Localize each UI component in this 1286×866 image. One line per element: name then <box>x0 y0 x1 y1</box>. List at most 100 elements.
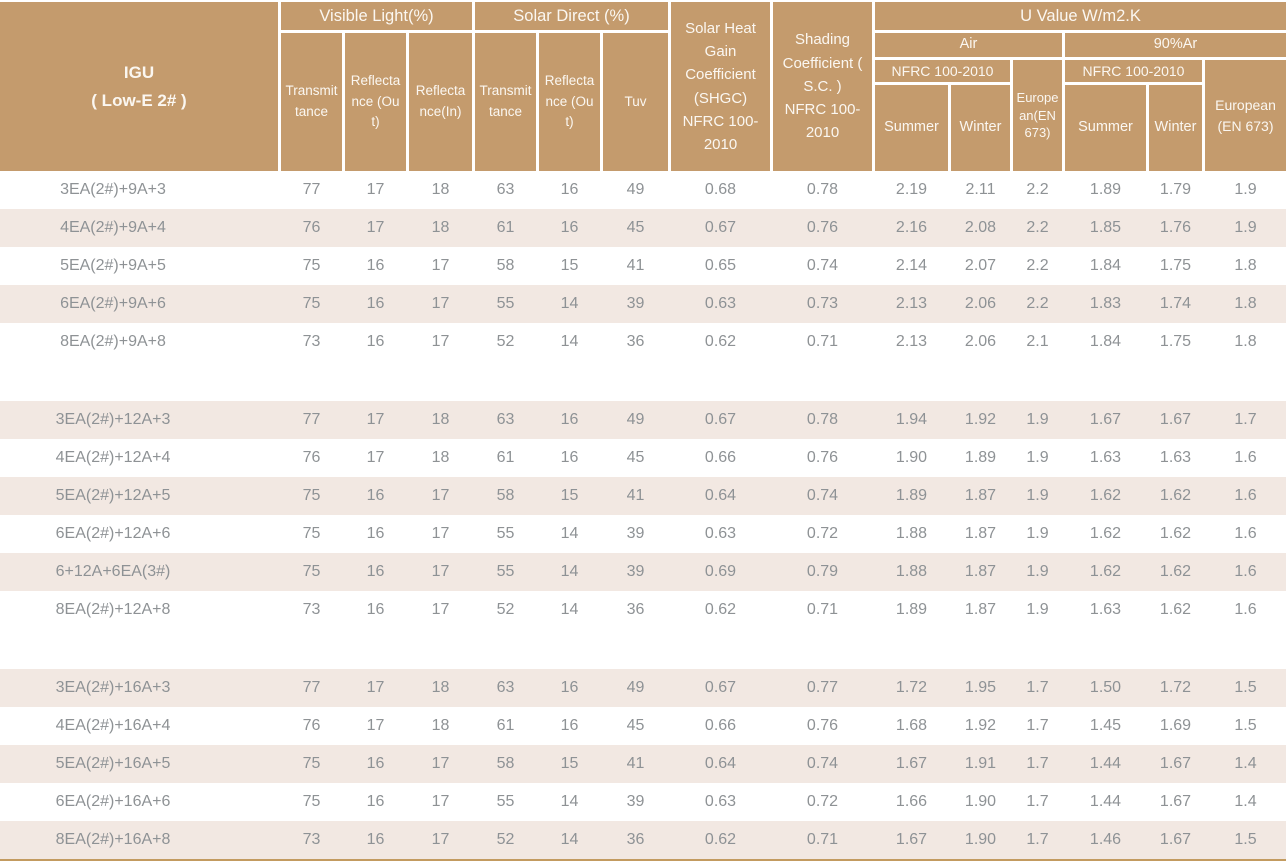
air-winter-cell: 1.91 <box>964 755 997 772</box>
shading-coefficient-cell: 0.76 <box>806 449 839 466</box>
tuv-cell: 36 <box>626 333 645 350</box>
table-row: 5EA(2#)+9A+5 75 16 17 58 15 41 0.65 0.74… <box>0 247 1286 285</box>
vl-transmittance-cell: 76 <box>302 449 321 466</box>
tuv-cell: 49 <box>626 181 645 198</box>
shgc-cell: 0.65 <box>704 257 737 274</box>
argon-summer-cell: 1.84 <box>1089 333 1122 350</box>
shading-coefficient-cell: 0.76 <box>806 717 839 734</box>
igu-cell: 4EA(2#)+12A+4 <box>55 449 171 466</box>
nfrc-air-header: NFRC 100-2010 <box>875 60 1010 82</box>
air-summer-cell: 1.68 <box>895 717 928 734</box>
solar-direct-reflectance-out-header: Reflectance (Out) <box>539 33 600 171</box>
argon-winter-cell: 1.62 <box>1159 525 1192 542</box>
argon-winter-cell: 1.62 <box>1159 487 1192 504</box>
shading-coefficient-cell: 0.72 <box>806 793 839 810</box>
argon-winter-cell: 1.76 <box>1159 219 1192 236</box>
argon-winter-cell: 1.79 <box>1159 181 1192 198</box>
argon-winter-cell: 1.67 <box>1159 793 1192 810</box>
argon-winter-cell: 1.69 <box>1159 717 1192 734</box>
tuv-cell: 36 <box>626 831 645 848</box>
table-row: 4EA(2#)+12A+4 76 17 18 61 16 45 0.66 0.7… <box>0 439 1286 477</box>
air-summer-cell: 1.66 <box>895 793 928 810</box>
nfrc-argon-header: NFRC 100-2010 <box>1065 60 1202 82</box>
vl-reflectance-out-cell: 16 <box>366 601 385 618</box>
header-label: Reflectance (Out) <box>544 72 595 130</box>
argon-winter-cell: 1.72 <box>1159 679 1192 696</box>
sd-transmittance-cell: 63 <box>496 181 515 198</box>
air-winter-cell: 2.07 <box>964 257 997 274</box>
shading-coefficient-cell: 0.74 <box>806 257 839 274</box>
air-summer-cell: 1.67 <box>895 831 928 848</box>
air-summer-cell: 1.88 <box>895 525 928 542</box>
table-row: 8EA(2#)+16A+8 73 16 17 52 14 36 0.62 0.7… <box>0 821 1286 859</box>
vl-reflectance-in-cell: 17 <box>431 257 450 274</box>
sd-transmittance-cell: 52 <box>496 333 515 350</box>
igu-cell: 8EA(2#)+9A+8 <box>60 333 166 350</box>
igu-cell: 6EA(2#)+9A+6 <box>60 295 166 312</box>
header-label: Tuv <box>624 93 647 109</box>
shading-coefficient-cell: 0.74 <box>806 755 839 772</box>
igu-cell: 6+12A+6EA(3#) <box>55 563 171 580</box>
sd-reflectance-out-cell: 14 <box>560 295 579 312</box>
air-winter-cell: 2.08 <box>964 219 997 236</box>
sd-reflectance-out-cell: 14 <box>560 563 579 580</box>
vl-reflectance-out-cell: 16 <box>366 525 385 542</box>
sd-reflectance-out-cell: 15 <box>560 487 579 504</box>
shading-coefficient-cell: 0.71 <box>806 601 839 618</box>
air-summer-cell: 1.94 <box>895 411 928 428</box>
argon-summer-cell: 1.46 <box>1089 831 1122 848</box>
air-winter-cell: 1.87 <box>964 487 997 504</box>
argon-european-cell: 1.8 <box>1234 333 1257 350</box>
argon-summer-cell: 1.84 <box>1089 257 1122 274</box>
group-separator <box>0 361 1286 401</box>
european-air-header: European(EN 673) <box>1013 60 1062 171</box>
sd-transmittance-cell: 63 <box>496 679 515 696</box>
visible-light-reflectance-in-header: Reflectance(In) <box>409 33 472 171</box>
sd-transmittance-cell: 55 <box>496 793 515 810</box>
argon-gas-header: 90%Ar <box>1065 33 1286 57</box>
sd-reflectance-out-cell: 16 <box>560 181 579 198</box>
table-body: 3EA(2#)+9A+3 77 17 18 63 16 49 0.68 0.78… <box>0 171 1286 859</box>
vl-reflectance-in-cell: 17 <box>431 525 450 542</box>
argon-european-cell: 1.5 <box>1234 717 1257 734</box>
shgc-cell: 0.62 <box>704 601 737 618</box>
sd-reflectance-out-cell: 16 <box>560 717 579 734</box>
vl-transmittance-cell: 73 <box>302 601 321 618</box>
vl-reflectance-in-cell: 18 <box>431 181 450 198</box>
igu-cell: 6EA(2#)+12A+6 <box>55 525 171 542</box>
air-european-cell: 1.9 <box>1026 449 1049 466</box>
argon-summer-cell: 1.89 <box>1089 181 1122 198</box>
air-winter-cell: 2.06 <box>964 333 997 350</box>
solar-direct-transmittance-header: Transmittance <box>475 33 536 171</box>
igu-cell: 4EA(2#)+16A+4 <box>55 717 171 734</box>
igu-title: IGU <box>123 63 155 83</box>
vl-transmittance-cell: 75 <box>302 295 321 312</box>
argon-european-cell: 1.6 <box>1234 525 1257 542</box>
shgc-cell: 0.63 <box>704 793 737 810</box>
sd-reflectance-out-cell: 16 <box>560 411 579 428</box>
sd-reflectance-out-cell: 16 <box>560 449 579 466</box>
shading-coefficient-cell: 0.74 <box>806 487 839 504</box>
shading-coefficient-cell: 0.78 <box>806 411 839 428</box>
vl-transmittance-cell: 73 <box>302 333 321 350</box>
argon-winter-cell: 1.62 <box>1159 563 1192 580</box>
air-european-cell: 1.9 <box>1026 525 1049 542</box>
air-summer-cell: 2.14 <box>895 257 928 274</box>
sd-transmittance-cell: 61 <box>496 449 515 466</box>
tuv-cell: 39 <box>626 525 645 542</box>
shading-coefficient-cell: 0.71 <box>806 831 839 848</box>
argon-summer-cell: 1.83 <box>1089 295 1122 312</box>
shgc-cell: 0.69 <box>704 563 737 580</box>
vl-reflectance-in-cell: 17 <box>431 755 450 772</box>
air-european-cell: 1.9 <box>1026 601 1049 618</box>
sd-transmittance-cell: 58 <box>496 487 515 504</box>
sd-reflectance-out-cell: 15 <box>560 755 579 772</box>
tuv-cell: 49 <box>626 679 645 696</box>
sd-reflectance-out-cell: 15 <box>560 257 579 274</box>
igu-cell: 3EA(2#)+12A+3 <box>55 411 171 428</box>
vl-reflectance-in-cell: 18 <box>431 219 450 236</box>
air-summer-cell: 2.13 <box>895 333 928 350</box>
shgc-cell: 0.67 <box>704 679 737 696</box>
winter-air-header: Winter <box>951 85 1010 171</box>
